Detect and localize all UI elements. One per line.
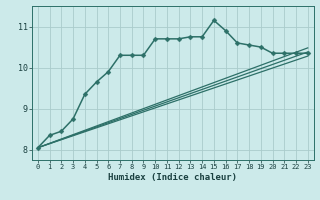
X-axis label: Humidex (Indice chaleur): Humidex (Indice chaleur) xyxy=(108,173,237,182)
